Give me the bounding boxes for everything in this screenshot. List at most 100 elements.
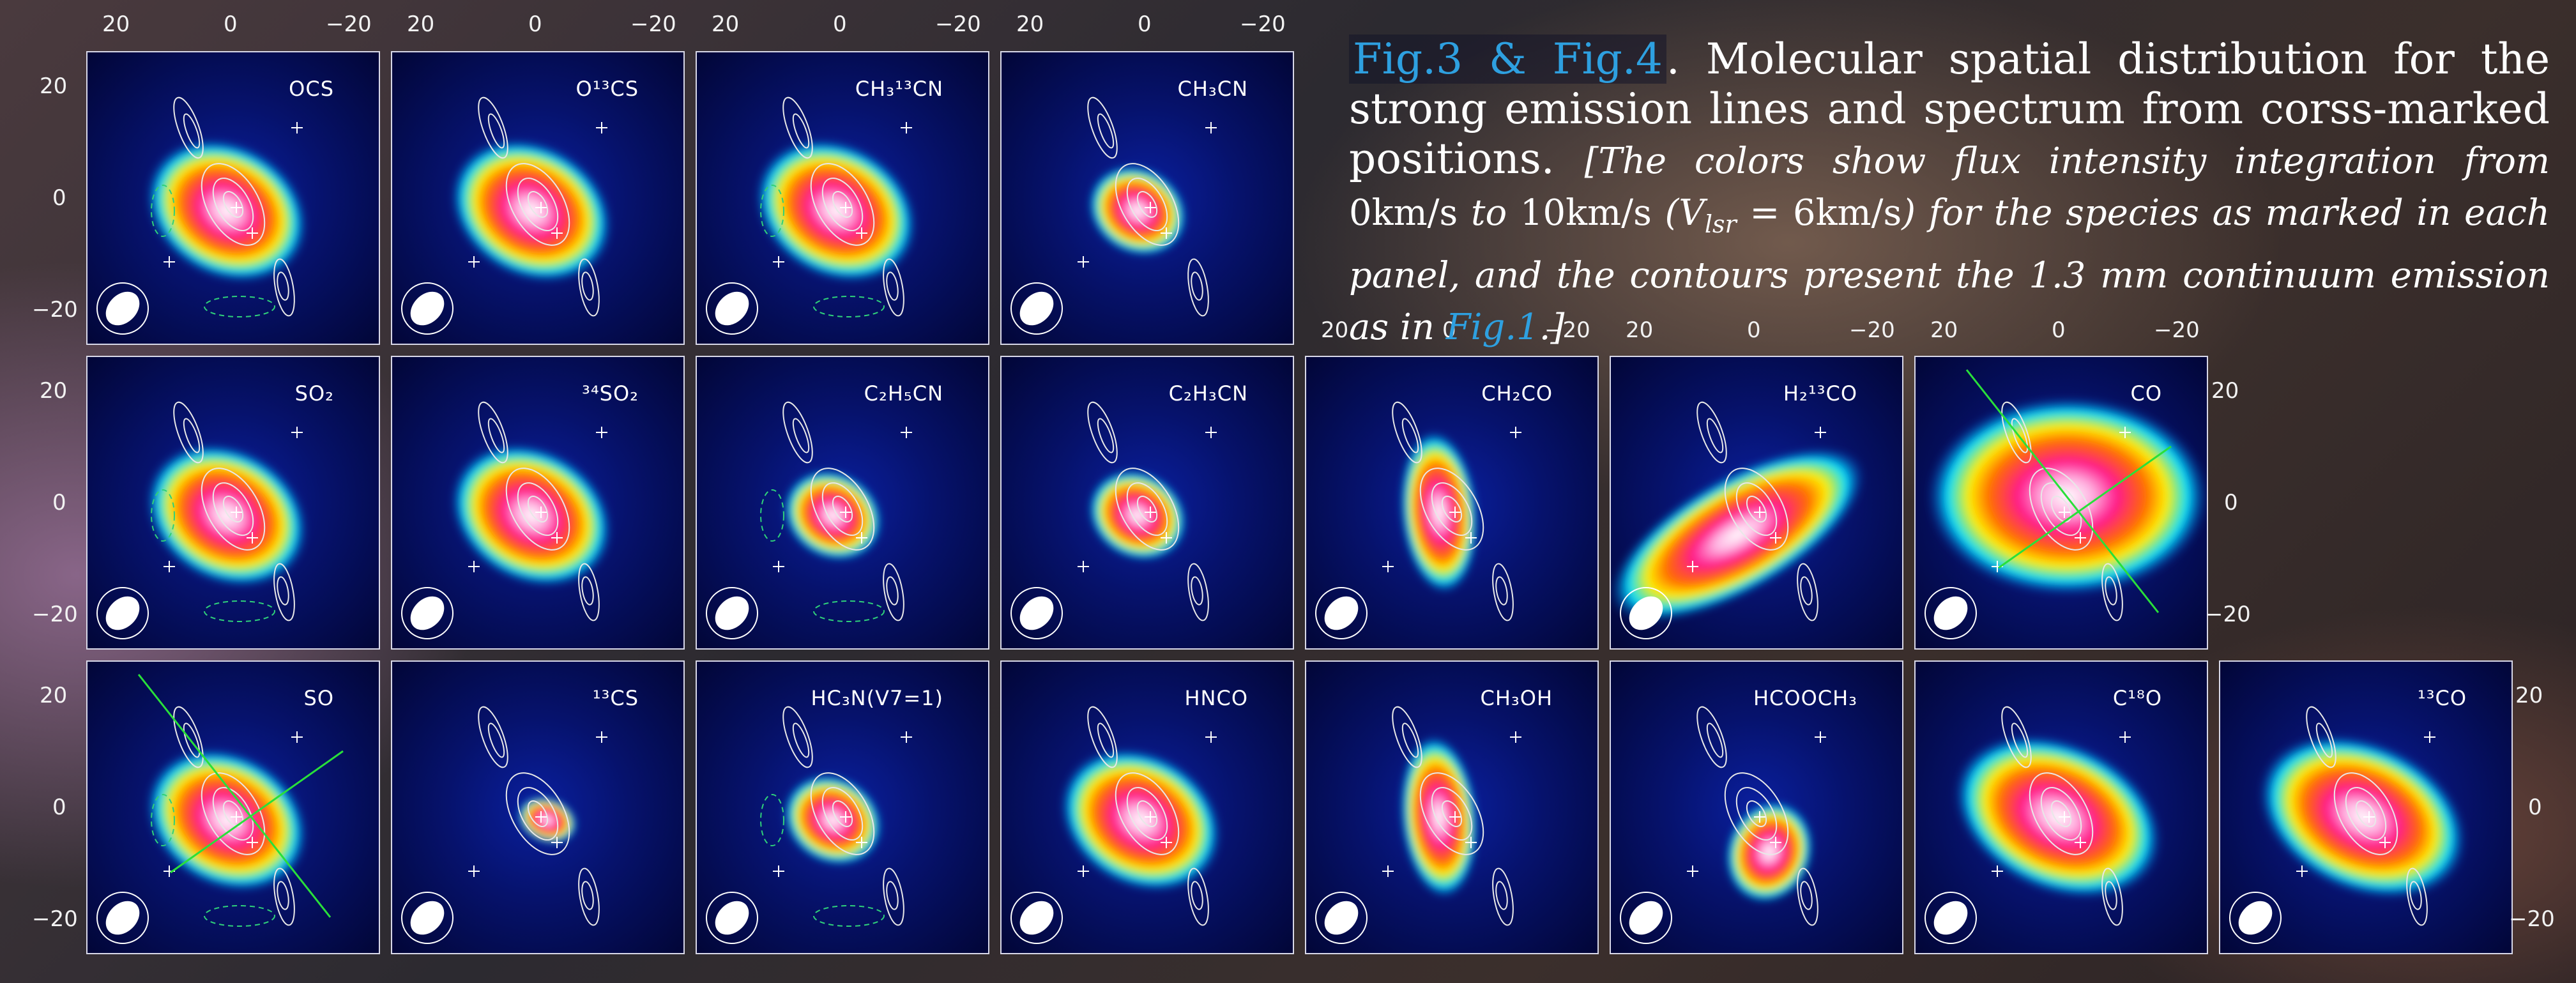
- caption-figure-link[interactable]: Fig.3 & Fig.4: [1349, 34, 1666, 84]
- continuum-contours: [173, 401, 295, 621]
- map-canvas: [706, 96, 917, 335]
- map-canvas: [1620, 706, 1826, 944]
- map-panel-ch3oh: CH₃OH: [1305, 660, 1599, 954]
- y-tick-label: 0: [52, 795, 66, 820]
- x-tick-label: −20: [2154, 317, 2200, 343]
- continuum-contours: [782, 706, 904, 926]
- map-panel-ocs: OCS: [86, 51, 380, 345]
- map-canvas: [706, 401, 912, 639]
- beam-ellipse: [1010, 587, 1063, 639]
- cross-markers: [164, 122, 303, 268]
- beam-ellipse: [1924, 892, 1977, 944]
- y-tick-label: 20: [40, 73, 68, 99]
- panel-label-13co: ¹³CO: [2417, 686, 2467, 710]
- panel-label-c2h5cn: C₂H₅CN: [864, 381, 943, 406]
- panel-label-c2h3cn: C₂H₃CN: [1168, 381, 1248, 406]
- caption-italic-f: .]: [1539, 307, 1565, 349]
- negative-contours: [760, 185, 885, 317]
- beam-ellipse: [706, 282, 758, 335]
- y-tick-label: −20: [32, 297, 78, 323]
- outflow-axis-lines: [1965, 369, 2172, 613]
- caption-italic-d: =: [1736, 192, 1793, 234]
- map-canvas: [401, 706, 607, 944]
- y-tick-label: 20: [40, 683, 68, 708]
- map-canvas: [96, 401, 308, 639]
- beam-ellipse: [1315, 587, 1368, 639]
- caption-v1: 0km/s: [1349, 192, 1458, 234]
- x-tick-label: 20: [712, 11, 740, 37]
- x-tick-label: 20: [1016, 11, 1044, 37]
- continuum-contours: [1696, 706, 1818, 926]
- y-tick-label: 0: [2528, 795, 2542, 820]
- emission-blob: [755, 139, 917, 283]
- emission-blob: [1399, 735, 1479, 899]
- map-canvas: [96, 96, 308, 335]
- x-tick-label: −20: [1849, 317, 1895, 343]
- caption-v2: 10km/s: [1520, 192, 1652, 234]
- map-canvas: [1924, 706, 2162, 944]
- cross-markers: [468, 731, 607, 877]
- panel-label-so: SO: [303, 686, 334, 710]
- continuum-contours: [782, 401, 904, 621]
- negative-contours: [151, 794, 275, 927]
- panel-label-c18o: C¹⁸O: [2112, 686, 2162, 710]
- map-canvas: [401, 401, 613, 639]
- continuum-contours: [2001, 401, 2123, 621]
- caption-italic-b: to: [1458, 192, 1520, 234]
- beam-ellipse: [1924, 587, 1977, 639]
- beam-ellipse: [401, 587, 453, 639]
- panel-label-hnco: HNCO: [1184, 686, 1248, 710]
- map-panel-34so2: ³⁴SO₂: [391, 356, 685, 650]
- negative-contours: [760, 489, 885, 622]
- continuum-contours: [173, 706, 295, 926]
- beam-ellipse: [2229, 892, 2282, 944]
- map-panel-13cs: ¹³CS: [391, 660, 685, 954]
- panel-label-13cs: ¹³CS: [592, 686, 639, 710]
- x-tick-label: −20: [935, 11, 981, 37]
- cross-markers: [1687, 731, 1826, 877]
- x-tick-label: 20: [102, 11, 130, 37]
- map-panel-co: CO: [1914, 356, 2208, 650]
- map-panel-13co: ¹³CO: [2219, 660, 2513, 954]
- map-canvas: [96, 674, 344, 944]
- panel-label-ch3cn: CH₃CN: [1177, 77, 1248, 101]
- y-tick-label: 0: [52, 185, 66, 211]
- continuum-contours: [478, 706, 600, 926]
- beam-ellipse: [1620, 587, 1672, 639]
- x-tick-label: 0: [1747, 317, 1761, 343]
- panel-label-o13cs: O¹³CS: [575, 77, 639, 101]
- map-panel-hcooch3: HCOOCH₃: [1610, 660, 1903, 954]
- panel-label-hcooch3: HCOOCH₃: [1753, 686, 1857, 710]
- outflow-axis-lines: [137, 674, 344, 918]
- beam-ellipse: [96, 892, 149, 944]
- panel-label-hc3n: HC₃N(V7=1): [811, 686, 943, 710]
- map-canvas: [1010, 706, 1222, 944]
- cross-markers: [2296, 731, 2435, 877]
- x-tick-label: −20: [630, 11, 676, 37]
- beam-ellipse: [1010, 892, 1063, 944]
- map-panel-so2: SO₂: [86, 356, 380, 650]
- x-tick-label: 20: [1930, 317, 1958, 343]
- emission-blob: [1060, 748, 1222, 892]
- x-tick-label: −20: [1240, 11, 1286, 37]
- emission-blob: [450, 443, 613, 588]
- map-panel-c2h5cn: C₂H₅CN: [696, 356, 989, 650]
- x-tick-label: 20: [1321, 317, 1349, 343]
- cross-markers: [1687, 427, 1826, 572]
- negative-contours: [151, 489, 275, 622]
- emission-blob: [1087, 469, 1188, 561]
- map-panel-c18o: C¹⁸O: [1914, 660, 2208, 954]
- cross-markers: [1078, 731, 1217, 877]
- continuum-contours: [1087, 96, 1209, 317]
- cross-markers: [773, 731, 912, 877]
- x-tick-label: 20: [1626, 317, 1654, 343]
- beam-ellipse: [401, 892, 453, 944]
- emission-blob: [782, 774, 883, 866]
- panel-label-ch2co: CH₂CO: [1481, 381, 1553, 406]
- caption-fig1-link[interactable]: Fig.1: [1445, 307, 1539, 349]
- map-canvas: [706, 706, 912, 944]
- x-tick-label: 0: [528, 11, 542, 37]
- beam-ellipse: [401, 282, 453, 335]
- cross-markers: [164, 427, 303, 572]
- cross-markers: [164, 731, 303, 877]
